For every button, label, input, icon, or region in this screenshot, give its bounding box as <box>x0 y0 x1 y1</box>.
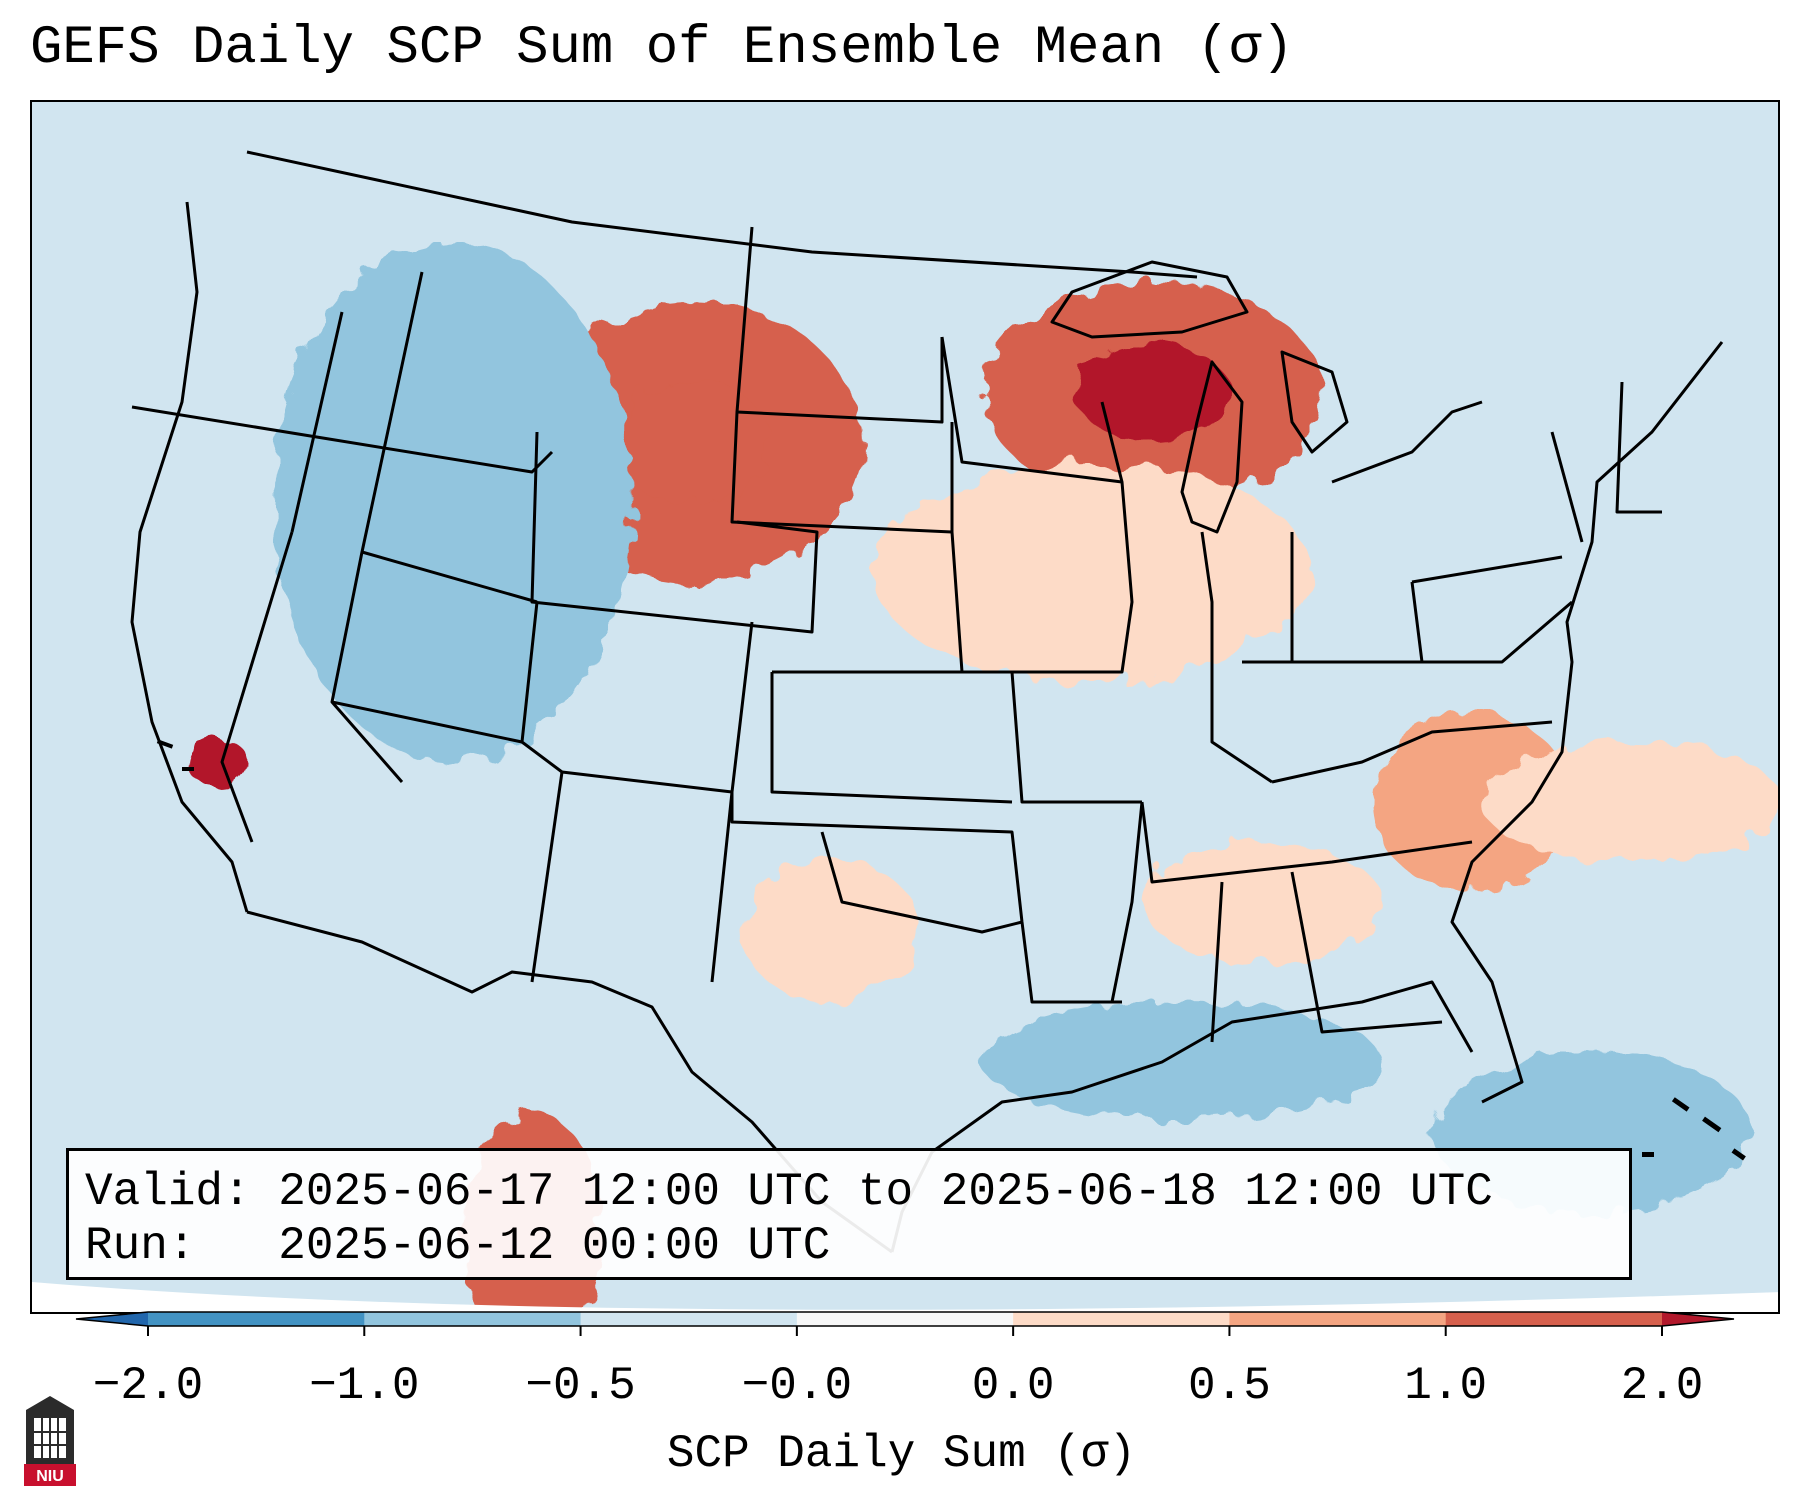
colorbar-tick-label: −0.5 <box>525 1360 636 1412</box>
chart-title: GEFS Daily SCP Sum of Ensemble Mean (σ) <box>30 18 1294 79</box>
state-line <box>361 550 538 604</box>
scp-field <box>187 242 1778 1312</box>
colorbar-tick-label: −0.0 <box>741 1360 853 1412</box>
colorbar-segment <box>1013 1312 1230 1326</box>
islands <box>156 739 1746 1161</box>
colorbar-segment <box>1229 1312 1447 1326</box>
colorbar-label: SCP Daily Sum (σ) <box>666 1428 1137 1480</box>
colorbar <box>75 1311 1735 1336</box>
projection-edge <box>32 1282 1778 1312</box>
state-line <box>730 411 954 534</box>
state-line <box>1615 381 1662 514</box>
state-line <box>1140 801 1473 884</box>
state-line <box>730 792 1024 923</box>
colorbar-tick-label: 0.0 <box>971 1360 1055 1412</box>
state-line <box>290 311 344 533</box>
state-line <box>331 700 523 744</box>
us-east-coast <box>1450 341 1724 1104</box>
great-lakes-erie-ontario <box>1331 400 1483 484</box>
state-line <box>1290 871 1443 1034</box>
colorbar-extend-max <box>1662 1312 1734 1326</box>
run-row: Run: 2025-06-12 00:00 UTC <box>85 1219 1629 1273</box>
state-line <box>1271 720 1553 784</box>
field-region <box>982 1002 1382 1122</box>
field-region-core <box>1075 342 1229 442</box>
valid-run-info-box: Valid: 2025-06-17 12:00 UTC to 2025-06-1… <box>66 1148 1632 1280</box>
run-label: Run: <box>85 1220 196 1272</box>
state-line <box>1210 881 1224 1043</box>
map-panel <box>30 100 1780 1314</box>
state-line <box>820 831 1023 934</box>
state-line <box>1550 431 1584 543</box>
colorbar-tick-label: 0.5 <box>1188 1360 1271 1412</box>
great-lakes-michigan <box>1180 360 1244 534</box>
state-line <box>770 672 1013 804</box>
state-line <box>1411 555 1563 584</box>
logo-text: NIU <box>36 1468 64 1485</box>
field-region <box>272 242 632 762</box>
us-canada-border <box>246 150 1198 279</box>
great-lakes-huron <box>1280 350 1349 454</box>
state-line <box>1020 921 1122 1004</box>
colorbar-segment <box>1445 1312 1663 1326</box>
state-line <box>530 771 564 983</box>
state-line <box>735 226 944 424</box>
colorbar-tick-label: −1.0 <box>309 1360 420 1412</box>
state-line <box>1010 671 1142 804</box>
field-region <box>1372 712 1572 892</box>
colorbar-tick-label: −2.0 <box>92 1360 204 1412</box>
run-value: 2025-06-12 00:00 UTC <box>278 1220 831 1272</box>
great-lakes-superior <box>1050 260 1249 339</box>
valid-row: Valid: 2025-06-17 12:00 UTC to 2025-06-1… <box>85 1165 1629 1219</box>
state-line <box>940 336 1124 484</box>
state-line <box>1410 581 1573 664</box>
map-canvas <box>32 102 1778 1312</box>
valid-label: Valid: <box>85 1166 251 1218</box>
field-region <box>742 862 922 1002</box>
state-line <box>220 531 294 843</box>
colorbar-segment <box>364 1312 582 1326</box>
colorbar-extend-min <box>76 1312 148 1326</box>
state-line <box>1200 531 1273 784</box>
colorbar-segment <box>580 1312 798 1326</box>
valid-value: 2025-06-17 12:00 UTC to 2025-06-18 12:00… <box>278 1166 1493 1218</box>
niu-logo-icon: NIU <box>24 1396 76 1486</box>
state-line <box>131 405 554 474</box>
state-line <box>530 431 819 634</box>
colorbar-tick-label: 2.0 <box>1620 1360 1704 1412</box>
colorbar-segment <box>148 1312 365 1326</box>
field-region <box>1482 742 1778 862</box>
field-region <box>1142 842 1382 962</box>
state-line <box>710 791 734 983</box>
field-region-core <box>615 379 769 505</box>
colorbar-segment <box>796 1312 1014 1326</box>
state-line <box>962 481 1134 674</box>
us-west-coast <box>130 201 249 913</box>
field-region <box>872 462 1312 682</box>
colorbar-tick-label: 1.0 <box>1404 1360 1488 1412</box>
state-line <box>330 271 424 783</box>
state-line <box>1110 801 1144 1003</box>
